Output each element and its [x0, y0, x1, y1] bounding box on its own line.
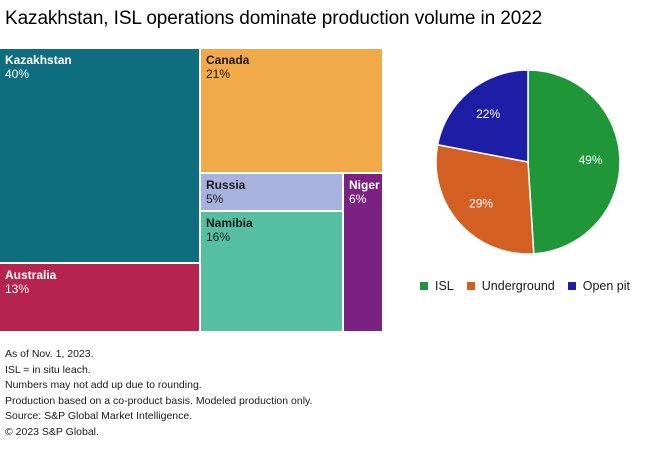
treemap: Kazakhstan 40% Canada 21% Australia 13% Namibi… [0, 49, 382, 331]
legend-item-underground: Underground [466, 279, 555, 293]
legend-item-open-pit: Open pit [567, 279, 630, 293]
legend-swatch [466, 282, 475, 290]
treemap-tile-value: 5% [206, 192, 224, 206]
treemap-tile-label: Niger [349, 178, 380, 192]
note-copyright: © 2023 S&P Global. [5, 425, 99, 438]
note-rounding: Numbers may not add up due to rounding. [5, 379, 202, 392]
treemap-tile-canada: Canada 21% [201, 49, 382, 172]
legend-swatch [567, 282, 576, 290]
treemap-tile-namibia: Namibia 16% [201, 212, 342, 331]
treemap-tile-value: 40% [5, 67, 30, 81]
legend-label: Open pit [582, 279, 630, 293]
pie-slice-label: 22% [476, 107, 500, 121]
note-isl: ISL = in situ leach. [5, 363, 91, 376]
treemap-tile-niger: Niger 6% [344, 174, 382, 331]
treemap-tile-australia: Australia 13% [0, 264, 199, 331]
treemap-tile-label: Namibia [206, 216, 253, 230]
treemap-tile-value: 6% [349, 192, 367, 206]
pie-chart: 49% 29% 22% [435, 69, 621, 255]
treemap-tile-label: Russia [206, 178, 246, 192]
legend-label: Underground [481, 279, 555, 293]
pie-slice-isl [527, 69, 621, 255]
pie-slice-underground [435, 143, 535, 255]
pie-slice-open-pit [436, 69, 529, 163]
note-basis: Production based on a co-product basis. … [5, 394, 313, 407]
treemap-tile-label: Kazakhstan [5, 53, 72, 67]
treemap-tile-kazakhstan: Kazakhstan 40% [0, 49, 199, 262]
note-source: Source: S&P Global Market Intelligence. [5, 410, 193, 423]
chart-title: Kazakhstan, ISL operations dominate prod… [5, 8, 543, 29]
treemap-tile-value: 16% [206, 230, 231, 244]
note-date: As of Nov. 1, 2023. [5, 348, 94, 360]
treemap-tile-label: Australia [5, 268, 57, 282]
pie-slice-label: 49% [579, 153, 603, 167]
treemap-tile-russia: Russia 5% [201, 174, 342, 210]
legend-swatch [420, 282, 428, 290]
treemap-tile-label: Canada [206, 53, 250, 67]
treemap-tile-value: 13% [5, 282, 30, 296]
legend-item-isl: ISL [420, 279, 454, 293]
pie-slice-label: 29% [469, 196, 493, 210]
footnotes: As of Nov. 1, 2023. ISL = in situ leach.… [5, 347, 312, 441]
treemap-tile-value: 21% [206, 67, 231, 81]
legend-label: ISL [435, 279, 454, 293]
pie-legend: ISL Underground Open pit [420, 279, 643, 293]
